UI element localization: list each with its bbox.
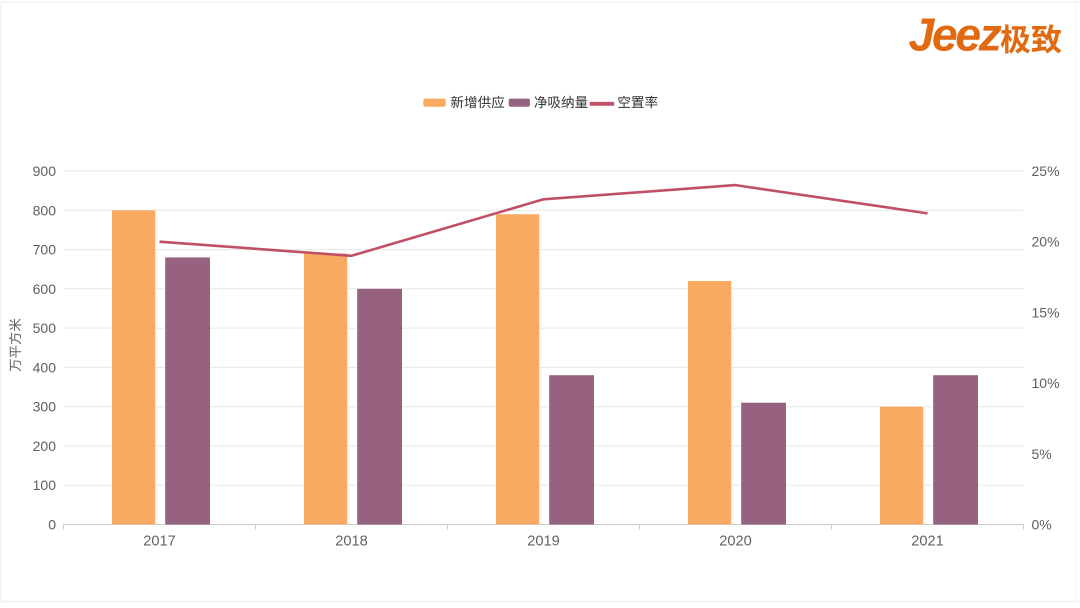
svg-text:100: 100: [33, 477, 57, 493]
svg-text:300: 300: [33, 399, 57, 415]
svg-text:2017: 2017: [143, 533, 175, 549]
svg-text:10%: 10%: [1032, 375, 1060, 391]
svg-text:2021: 2021: [911, 533, 943, 549]
svg-text:0: 0: [48, 517, 56, 533]
svg-text:900: 900: [33, 163, 57, 179]
svg-text:15%: 15%: [1032, 304, 1060, 320]
svg-text:200: 200: [33, 438, 57, 454]
svg-text:500: 500: [33, 320, 57, 336]
svg-text:20%: 20%: [1032, 234, 1060, 250]
svg-text:400: 400: [33, 359, 57, 375]
svg-text:700: 700: [33, 242, 57, 258]
svg-text:5%: 5%: [1032, 446, 1052, 462]
svg-text:2019: 2019: [527, 533, 559, 549]
svg-text:2020: 2020: [719, 533, 751, 549]
svg-text:Jeez: Jeez: [909, 9, 1002, 61]
svg-text:600: 600: [33, 281, 57, 297]
svg-text:800: 800: [33, 202, 57, 218]
svg-text:25%: 25%: [1032, 163, 1060, 179]
svg-text:0%: 0%: [1032, 517, 1052, 533]
svg-text:2018: 2018: [335, 533, 367, 549]
